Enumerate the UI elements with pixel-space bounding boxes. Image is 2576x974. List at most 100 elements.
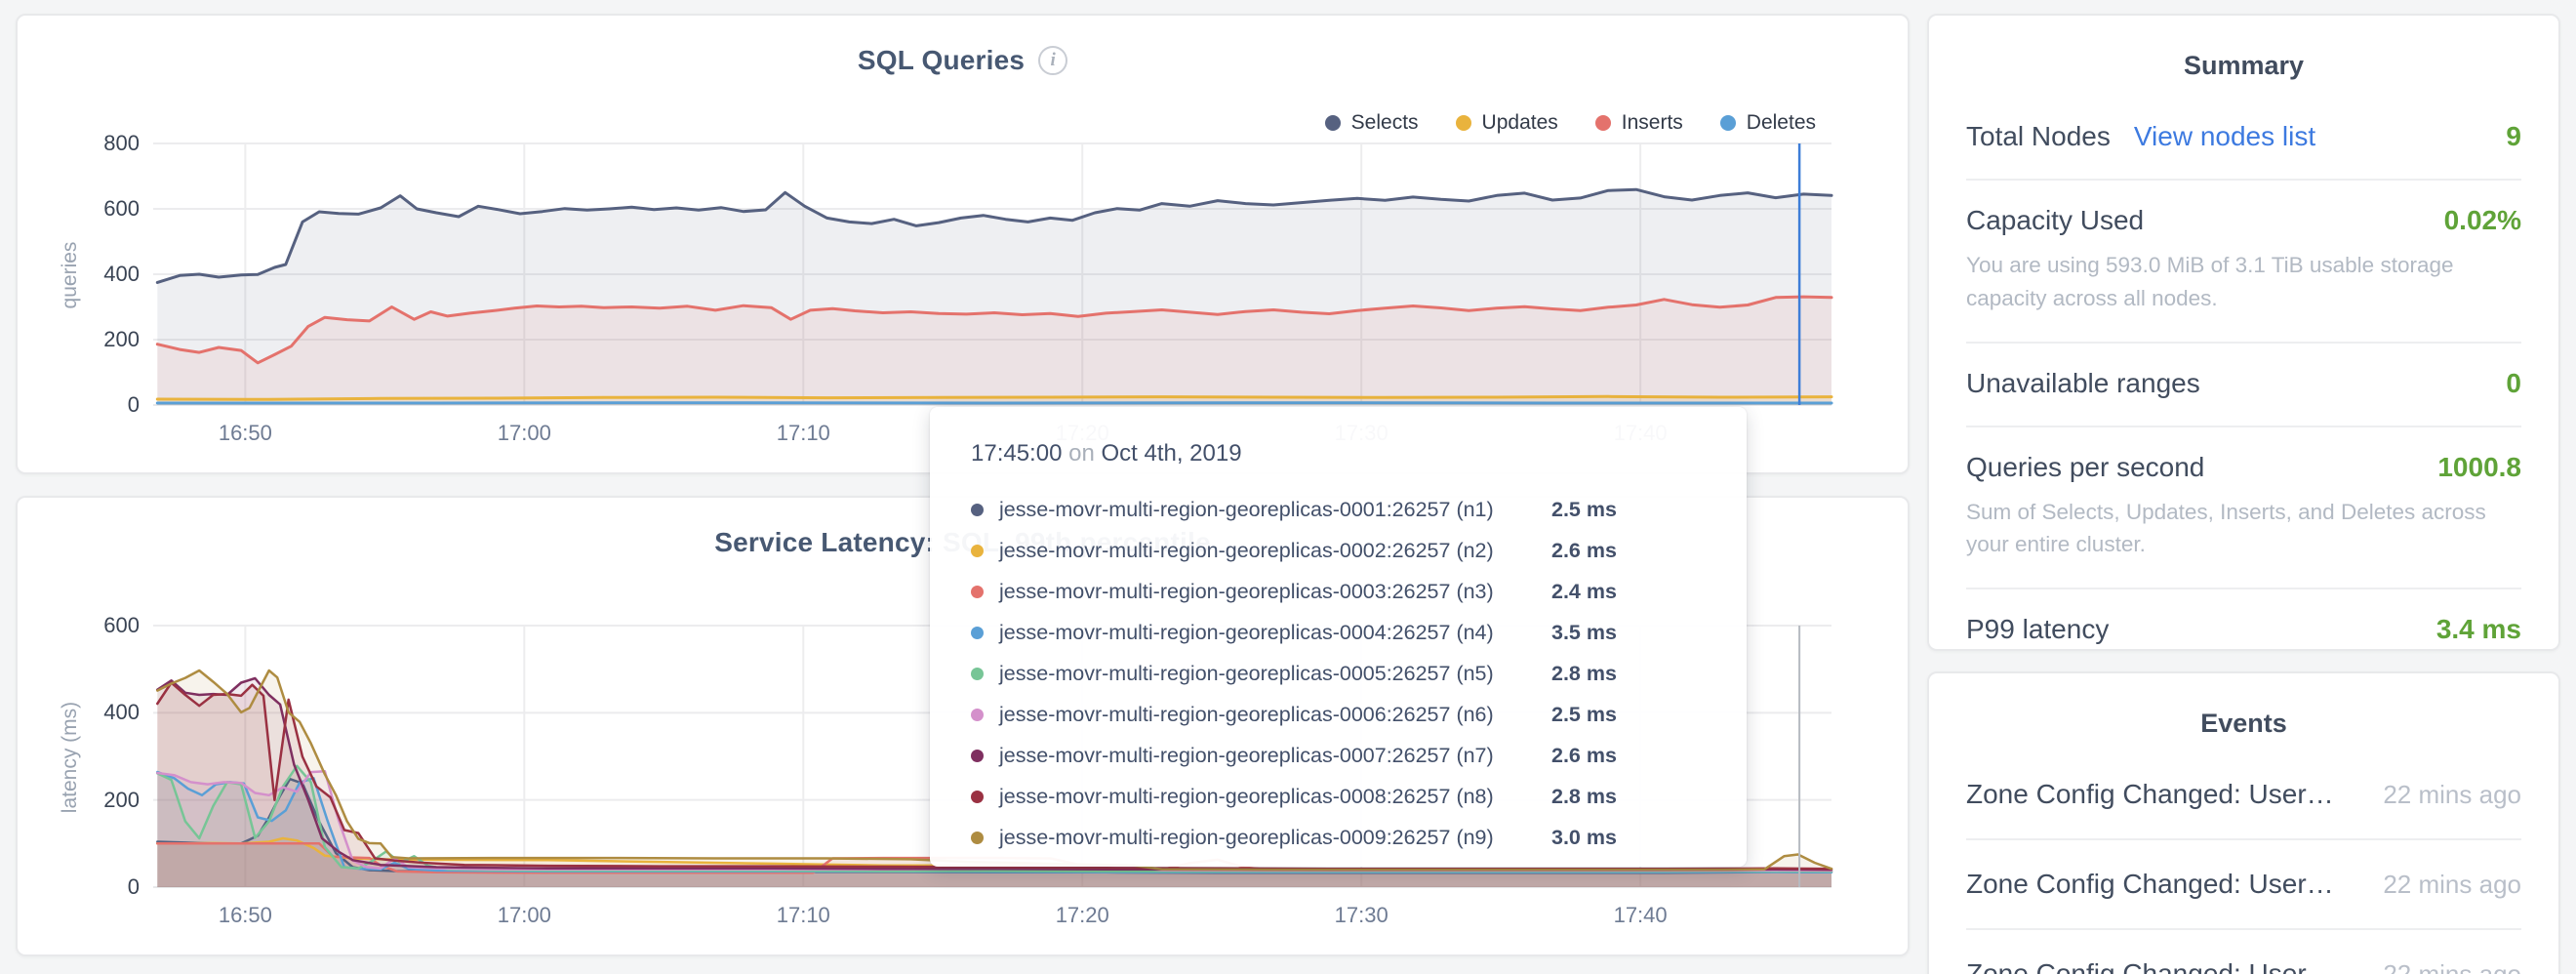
tooltip-node-value: 3.5 ms [1551, 620, 1617, 644]
area-n9 [157, 670, 1831, 887]
series-lines [155, 187, 1833, 405]
area-n4 [157, 772, 1831, 887]
sql-queries-chart-panel: SQL Queries i Selects Updates Inserts Delet… [16, 14, 1910, 474]
tooltip-node-name: jesse-movr-multi-region-georeplicas-0002… [999, 538, 1494, 562]
y-tick-label: 0 [127, 392, 140, 417]
legend-dot-icon [1719, 115, 1736, 131]
event-time: 22 mins ago [2383, 869, 2521, 899]
legend-label: Selects [1350, 111, 1419, 134]
event-row[interactable]: Zone Config Changed: User… 22 mins ago [1966, 838, 2521, 928]
area-n6 [157, 771, 1831, 887]
sql-queries-plot[interactable] [153, 142, 1833, 406]
tooltip-node-row: jesse-movr-multi-region-georeplicas-0008… [971, 776, 1706, 817]
node-color-dot-icon [971, 667, 984, 680]
area-n8 [157, 682, 1831, 887]
y-tick-label: 200 [103, 327, 140, 351]
tooltip-node-name: jesse-movr-multi-region-georeplicas-0006… [999, 702, 1494, 726]
summary-row: Total Nodes View nodes list 9 [1966, 97, 2521, 179]
legend-dot-icon [1594, 115, 1611, 131]
legend-item-deletes[interactable]: Deletes [1719, 111, 1816, 135]
summary-row: Unavailable ranges 0 [1966, 341, 2521, 426]
tooltip-date: Oct 4th, 2019 [1101, 440, 1242, 467]
line-Updates [155, 394, 1833, 401]
summary-row-label: Queries per second [1966, 451, 2205, 482]
area-n1 [157, 779, 1831, 887]
tooltip-node-row: jesse-movr-multi-region-georeplicas-0009… [971, 817, 1706, 858]
summary-row-line: Capacity Used 0.02% [1966, 205, 2521, 236]
summary-row-label: Unavailable ranges [1966, 367, 2200, 398]
x-tick-label: 17:40 [1613, 903, 1668, 927]
event-title: Zone Config Changed: User… [1966, 779, 2334, 809]
tooltip-node-name: jesse-movr-multi-region-georeplicas-0009… [999, 825, 1494, 849]
y-tick-label: 600 [103, 196, 140, 221]
y-tick-label: 0 [127, 874, 140, 899]
y-tick-label: 800 [103, 131, 140, 155]
tooltip-header: 17:45:00 on Oct 4th, 2019 [971, 440, 1706, 467]
summary-row-label: P99 latency [1966, 614, 2110, 644]
summary-row-value: 0 [2506, 367, 2521, 398]
event-time: 22 mins ago [2383, 779, 2521, 809]
events-panel: Events Zone Config Changed: User… 22 mins… [1927, 671, 2560, 974]
legend-item-updates[interactable]: Updates [1455, 111, 1558, 135]
node-color-dot-icon [971, 749, 984, 762]
node-color-dot-icon [971, 544, 984, 557]
node-color-dot-icon [971, 503, 984, 516]
legend-item-inserts[interactable]: Inserts [1594, 111, 1683, 135]
tooltip-node-value: 2.8 ms [1551, 784, 1617, 808]
tooltip-node-row: jesse-movr-multi-region-georeplicas-0003… [971, 571, 1706, 612]
tooltip-node-value: 2.6 ms [1551, 538, 1617, 562]
sql-queries-title-row: SQL Queries i [18, 45, 1908, 76]
area-Inserts [157, 297, 1831, 405]
summary-row-value: 0.02% [2443, 205, 2521, 235]
summary-row-subtext: Sum of Selects, Updates, Inserts, and De… [1966, 499, 2486, 557]
tooltip-node-name: jesse-movr-multi-region-georeplicas-0003… [999, 579, 1494, 603]
tooltip-node-value: 3.0 ms [1551, 825, 1617, 849]
tooltip-node-value: 2.6 ms [1551, 743, 1617, 767]
service-latency-plot[interactable] [153, 625, 1833, 888]
tooltip-time: 17:45:00 [971, 440, 1063, 467]
summary-row-line: Queries per second 1000.8 [1966, 452, 2521, 483]
series-areas [157, 670, 1831, 887]
summary-row-label: Total Nodes [1966, 121, 2111, 151]
summary-rows: Total Nodes View nodes list 9 Capacity Used… [1966, 97, 2521, 671]
tooltip-node-row: jesse-movr-multi-region-georeplicas-0006… [971, 694, 1706, 735]
tooltip-node-value: 2.5 ms [1551, 702, 1617, 726]
tooltip-node-name: jesse-movr-multi-region-georeplicas-0008… [999, 784, 1494, 808]
view-nodes-list-link[interactable]: View nodes list [2133, 121, 2316, 151]
chart-hover-tooltip: 17:45:00 on Oct 4th, 2019 jesse-movr-mul… [930, 407, 1747, 867]
event-row[interactable]: Zone Config Changed: User… 22 mins ago [1966, 928, 2521, 974]
summary-row: P99 latency 3.4 ms [1966, 588, 2521, 671]
info-icon[interactable]: i [1038, 46, 1068, 75]
x-tick-label: 17:00 [497, 903, 551, 927]
x-tick-label: 17:20 [1055, 903, 1109, 927]
summary-panel: Summary Total Nodes View nodes list 9 Capac… [1927, 14, 2560, 651]
summary-row-value: 3.4 ms [2435, 614, 2521, 644]
x-tick-label: 17:10 [776, 903, 830, 927]
y-axis-unit-label: latency (ms) [59, 701, 81, 814]
event-row[interactable]: Zone Config Changed: User… 22 mins ago [1966, 751, 2521, 838]
summary-row-value: 9 [2506, 121, 2521, 151]
node-color-dot-icon [971, 708, 984, 721]
x-tick-label: 16:50 [218, 421, 272, 445]
series-lines [156, 669, 1833, 874]
tooltip-node-row: jesse-movr-multi-region-georeplicas-0001… [971, 489, 1706, 530]
sql-queries-chart-title: SQL Queries [857, 45, 1026, 75]
tooltip-node-row: jesse-movr-multi-region-georeplicas-0007… [971, 735, 1706, 776]
area-Selects [157, 189, 1831, 405]
y-tick-label: 400 [103, 700, 140, 725]
y-tick-label: 400 [103, 262, 140, 286]
summary-row-line: Unavailable ranges 0 [1966, 368, 2521, 399]
legend-item-selects[interactable]: Selects [1324, 111, 1419, 135]
summary-row-line: Total Nodes View nodes list 9 [1966, 121, 2521, 152]
x-tick-label: 16:50 [218, 903, 272, 927]
gridlines [153, 142, 1831, 406]
tooltip-node-row: jesse-movr-multi-region-georeplicas-0002… [971, 530, 1706, 571]
area-n7 [157, 678, 1831, 887]
event-title: Zone Config Changed: User… [1966, 958, 2334, 974]
events-title: Events [2200, 709, 2287, 738]
node-color-dot-icon [971, 790, 984, 803]
tooltip-node-name: jesse-movr-multi-region-georeplicas-0007… [999, 743, 1494, 767]
area-n5 [157, 765, 1831, 887]
node-color-dot-icon [971, 831, 984, 844]
